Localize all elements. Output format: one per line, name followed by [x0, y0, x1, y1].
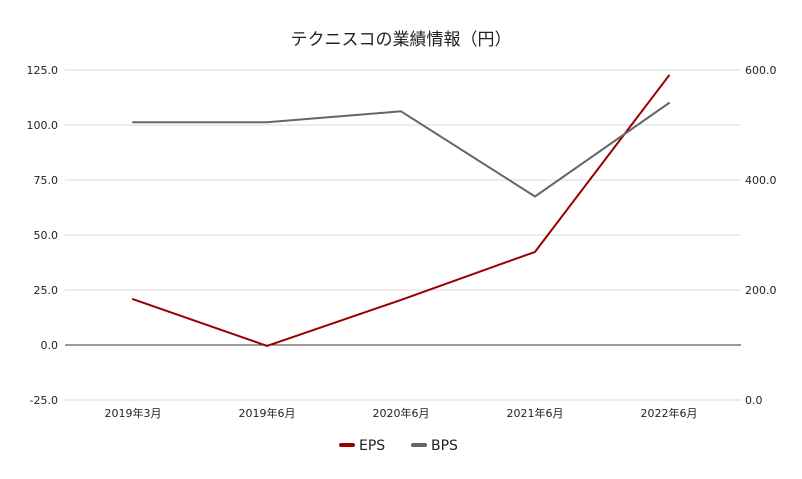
y-left-tick-label: 100.0 [27, 119, 59, 132]
x-tick-label: 2021年6月 [507, 406, 564, 420]
y-left-tick-label: 0.0 [41, 339, 59, 352]
y-right-tick-label: 0.0 [745, 394, 763, 407]
x-tick-label: 2020年6月 [373, 406, 430, 420]
y-left-tick-label: 125.0 [27, 64, 59, 77]
y-left-tick-label: 50.0 [34, 229, 59, 242]
y-right-tick-label: 200.0 [745, 284, 777, 297]
y-left-tick-label: -25.0 [30, 394, 58, 407]
legend-label-eps: EPS [359, 438, 385, 454]
legend: EPS BPS [339, 438, 458, 454]
x-tick-label: 2019年6月 [239, 406, 296, 420]
series-line-bps [132, 102, 670, 198]
y-right-tick-label: 600.0 [745, 64, 777, 77]
legend-label-bps: BPS [431, 438, 458, 454]
y-left-tick-label: 25.0 [34, 284, 59, 297]
x-tick-label: 2019年3月 [105, 406, 162, 420]
y-right-tick-label: 400.0 [745, 174, 777, 187]
series-line-eps [132, 74, 670, 347]
series-lines [132, 74, 670, 347]
axis-labels: 125.0 100.0 75.0 50.0 25.0 0.0 -25.0 600.0 400.0… [27, 64, 777, 420]
grid-lines [65, 69, 741, 401]
y-left-tick-label: 75.0 [34, 174, 59, 187]
chart-title: テクニスコの業績情報（円） [291, 30, 512, 50]
x-tick-label: 2022年6月 [641, 406, 698, 420]
